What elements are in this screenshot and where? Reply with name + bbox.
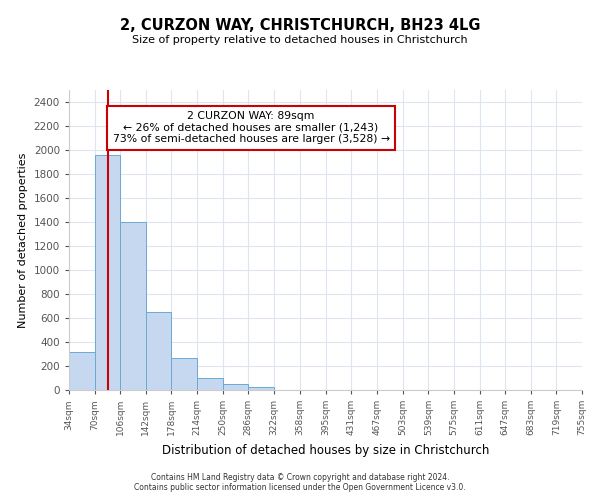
Y-axis label: Number of detached properties: Number of detached properties: [18, 152, 28, 328]
Bar: [69, 352, 95, 390]
Bar: [223, 384, 248, 390]
Text: Size of property relative to detached houses in Christchurch: Size of property relative to detached ho…: [132, 35, 468, 45]
Bar: [95, 155, 120, 390]
Text: 2 CURZON WAY: 89sqm
← 26% of detached houses are smaller (1,243)
73% of semi-det: 2 CURZON WAY: 89sqm ← 26% of detached ho…: [113, 111, 389, 144]
Bar: [120, 222, 146, 390]
Text: Contains HM Land Registry data © Crown copyright and database right 2024.
Contai: Contains HM Land Registry data © Crown c…: [134, 473, 466, 492]
Text: 2, CURZON WAY, CHRISTCHURCH, BH23 4LG: 2, CURZON WAY, CHRISTCHURCH, BH23 4LG: [120, 18, 480, 32]
Bar: [172, 358, 197, 390]
X-axis label: Distribution of detached houses by size in Christchurch: Distribution of detached houses by size …: [162, 444, 489, 456]
Bar: [248, 387, 274, 390]
Bar: [197, 378, 223, 390]
Bar: [146, 312, 172, 390]
